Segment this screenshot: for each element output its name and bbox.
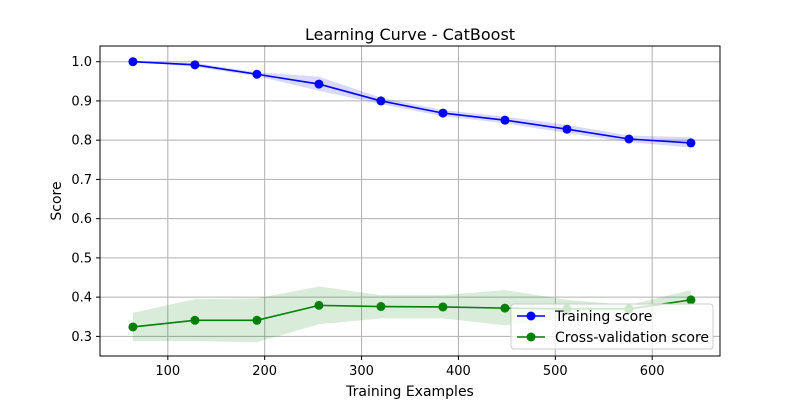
cross-validation-score-point [686,295,696,305]
legend: Training score Cross-validation score [510,303,714,350]
cross-validation-score-point [190,315,200,325]
x-tick-label: 300 [349,364,374,379]
y-axis-label: Score [49,181,65,220]
legend-cross-validation-score-marker [526,332,536,342]
training-score-point [314,79,324,89]
x-axis-label: Training Examples [345,384,474,400]
cross-validation-score-point [500,303,510,313]
x-axis-ticks: 100 200 300 400 500 600 [155,356,665,379]
series-points [128,57,696,332]
legend-training-score-label: Training score [554,309,652,325]
training-score-point [562,124,572,134]
y-tick-label: 0.5 [71,251,92,266]
plot-frame [99,45,721,357]
x-tick-label: 600 [640,364,665,379]
training-score-point [500,115,510,125]
y-tick-label: 0.3 [71,330,92,345]
training-score-point [190,60,200,70]
training-score-line [132,60,691,144]
x-tick-label: 200 [252,364,277,379]
cross-validation-score-point [128,322,138,332]
y-tick-label: 0.6 [71,212,92,227]
cross-validation-score-point [438,302,448,312]
y-tick-label: 0.7 [71,173,92,188]
training-score-point [438,108,448,118]
legend-box [510,303,714,350]
training-score-point [128,57,138,67]
legend-cross-validation-score-label: Cross-validation score [555,330,709,346]
x-tick-label: 500 [543,364,568,379]
cross-validation-score-point [252,315,262,325]
training-score-band [132,61,691,148]
cross-validation-score-point [314,300,324,310]
y-tick-label: 0.4 [71,291,92,306]
cross-validation-score-band [132,286,691,343]
training-score-point [686,138,696,148]
training-score-point [624,134,634,144]
training-score-point [376,96,386,106]
chart-title: Learning Curve - CatBoost [305,25,515,44]
grid [100,46,720,356]
y-axis-ticks: 0.3 0.4 0.5 0.6 0.7 0.8 0.9 1.0 [71,55,100,345]
training-score-point [252,69,262,79]
x-tick-label: 100 [155,364,180,379]
series-lines [132,60,692,328]
cross-validation-score-point [376,302,386,312]
legend-training-score-marker [526,311,536,321]
x-tick-label: 400 [446,364,471,379]
y-tick-label: 0.8 [71,134,92,149]
y-tick-label: 1.0 [71,55,92,70]
y-tick-label: 0.9 [71,94,92,109]
confidence-bands [132,61,691,343]
